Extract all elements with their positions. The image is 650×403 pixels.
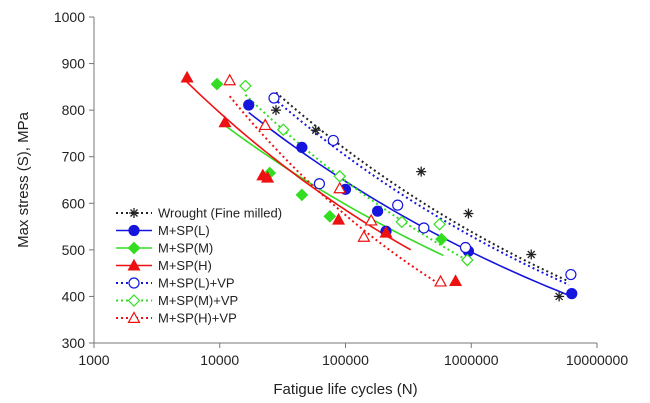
data-point (243, 99, 255, 111)
data-point (333, 181, 347, 194)
x-tick-label: 1000 (78, 352, 109, 368)
legend-marker (128, 224, 140, 237)
data-point (364, 213, 378, 226)
legend-marker (127, 311, 141, 323)
fit-line (275, 91, 570, 283)
y-tick-label: 700 (62, 149, 86, 165)
data-point (395, 215, 409, 229)
data-point (331, 212, 346, 225)
data-point (416, 166, 427, 177)
legend-marker (129, 208, 139, 218)
fit-lines (186, 81, 573, 298)
data-point (463, 208, 474, 219)
data-point (565, 268, 577, 281)
data-point (313, 178, 325, 190)
fit-line (244, 94, 469, 262)
y-tick-label: 800 (62, 102, 86, 118)
fit-line (224, 124, 444, 257)
x-tick-label: 1000000 (444, 352, 499, 368)
data-point (180, 70, 194, 83)
legend-label: M+SP(L)+VP (158, 276, 235, 291)
data-point (239, 79, 252, 93)
y-axis-title: Max stress (S), MPa (15, 111, 32, 248)
data-point (372, 205, 384, 217)
fit-line (248, 111, 573, 298)
y-tick-label: 500 (62, 242, 86, 258)
data-point (357, 230, 371, 242)
y-tick-label: 1000 (54, 9, 85, 25)
y-tick-label: 900 (62, 56, 86, 72)
data-point (434, 274, 448, 287)
data-point (323, 209, 337, 223)
data-point (418, 222, 430, 234)
legend: Wrought (Fine milled) M+SP(L) M+SP(M) M+SP(… (116, 206, 282, 326)
data-point (210, 77, 224, 91)
data-point (449, 274, 463, 287)
data-point (554, 291, 565, 302)
data-point (459, 241, 472, 254)
legend-label: M+SP(H) (158, 258, 212, 273)
data-point (392, 199, 404, 211)
fit-line (228, 95, 442, 286)
legend-marker (127, 258, 141, 271)
legend-label: M+SP(H)+VP (158, 311, 237, 326)
x-tick-label: 10000000 (566, 352, 629, 368)
legend-marker (127, 241, 141, 255)
data-point (327, 134, 339, 147)
data-point (223, 73, 237, 86)
data-point (295, 188, 309, 202)
data-point (433, 217, 446, 231)
data-point (268, 92, 280, 104)
y-axis-ticks: 300 400 500 600 700 800 900 1000 (54, 9, 94, 351)
data-points (180, 70, 578, 302)
data-point (566, 288, 578, 300)
data-point (218, 115, 232, 128)
y-tick-label: 600 (62, 195, 86, 211)
x-tick-label: 10000 (200, 352, 239, 368)
legend-label: M+SP(M)+VP (158, 293, 238, 308)
data-point (270, 105, 281, 116)
legend-marker (128, 277, 140, 289)
data-point (460, 253, 474, 267)
data-point (276, 123, 290, 137)
data-point (258, 118, 272, 131)
fit-line (273, 97, 570, 286)
data-point (310, 125, 321, 136)
y-tick-label: 300 (62, 335, 86, 351)
x-tick-label: 100000 (322, 352, 369, 368)
legend-marker (127, 294, 141, 307)
data-point (261, 170, 275, 183)
x-axis-ticks: 1000 10000 100000 1000000 10000000 (78, 343, 628, 368)
legend-label: Wrought (Fine milled) (158, 206, 282, 221)
data-point (296, 141, 308, 153)
data-point (379, 225, 393, 238)
legend-label: M+SP(M) (158, 241, 213, 256)
data-point (435, 232, 448, 246)
y-tick-label: 400 (62, 288, 86, 304)
data-point (526, 249, 537, 260)
legend-label: M+SP(L) (158, 223, 210, 238)
x-axis-title: Fatigue life cycles (N) (273, 381, 417, 398)
